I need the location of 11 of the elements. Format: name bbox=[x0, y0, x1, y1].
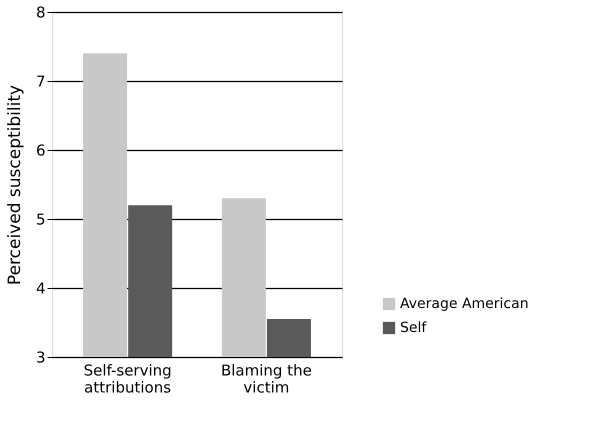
y-axis-title: Perceived susceptibility bbox=[4, 84, 25, 286]
x-tick-label: Blaming the victim bbox=[220, 362, 312, 396]
y-tick-label: 8 bbox=[36, 4, 46, 22]
y-tick-label: 3 bbox=[36, 348, 46, 366]
legend-label: Average American bbox=[400, 296, 529, 312]
y-tick-label: 4 bbox=[36, 280, 46, 298]
y-tick-label: 7 bbox=[36, 72, 46, 90]
x-tick-label: Self-serving attributions bbox=[84, 362, 172, 396]
legend-label: Self bbox=[400, 320, 428, 336]
y-tick-label: 5 bbox=[36, 210, 46, 228]
y-tick-label: 6 bbox=[36, 142, 46, 160]
